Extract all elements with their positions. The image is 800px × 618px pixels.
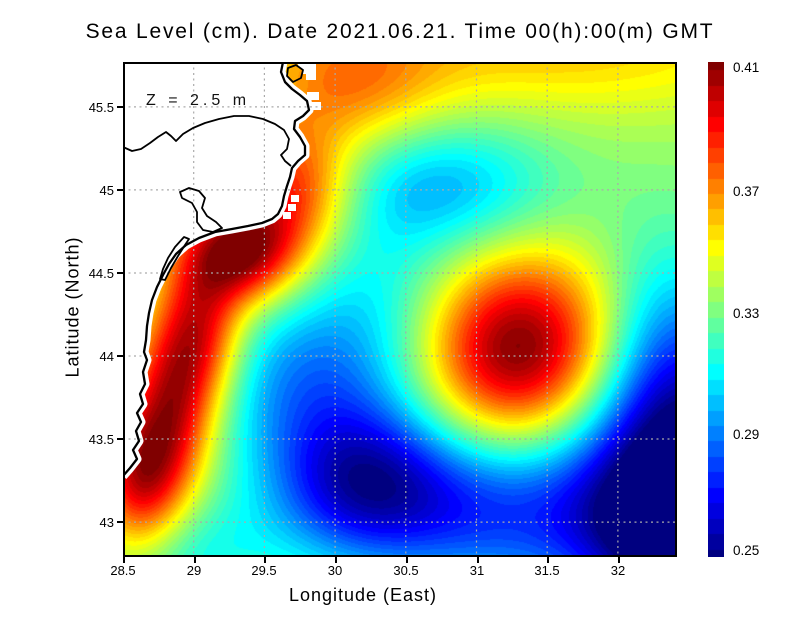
depth-annotation: Z = 2.5 m (146, 92, 251, 109)
plot-area: Z = 2.5 m (123, 62, 677, 557)
masked-cells (283, 62, 321, 219)
x-tickmark (194, 557, 196, 563)
x-tick-29-5: 29.5 (251, 563, 277, 578)
x-tickmark (264, 557, 266, 563)
x-tick-32: 32 (610, 563, 626, 578)
colorbar-tick-0-33: 0.33 (733, 306, 760, 321)
land-mass (123, 62, 309, 476)
x-tick-30-5: 30.5 (393, 563, 419, 578)
y-tick-43: 43 (99, 515, 114, 530)
x-tick-28-5: 28.5 (110, 563, 136, 578)
x-tick-31: 31 (469, 563, 485, 578)
x-tickmark (547, 557, 549, 563)
y-tickmark (117, 438, 123, 440)
y-tickmark (117, 272, 123, 274)
plot-title: Sea Level (cm). Date 2021.06.21. Time 00… (85, 20, 715, 43)
colorbar-tick-0-29: 0.29 (733, 427, 760, 442)
y-tick-45-5: 45.5 (88, 100, 114, 115)
y-tickmark (117, 355, 123, 357)
plot-border (123, 62, 677, 557)
x-tick-31-5: 31.5 (534, 563, 560, 578)
x-tick-29: 29 (186, 563, 202, 578)
x-tickmark (123, 557, 125, 563)
colorbar-tick-0-25: 0.25 (733, 543, 760, 558)
y-tickmark (117, 106, 123, 108)
map-overlay (123, 62, 677, 557)
x-tickmark (477, 557, 479, 563)
x-tickmark (406, 557, 408, 563)
y-tick-45: 45 (99, 183, 114, 198)
x-axis-label: Longitude (East) (288, 585, 438, 605)
colorbar (708, 62, 724, 557)
y-tickmark (117, 521, 123, 523)
lagoon-outlines (123, 64, 304, 281)
gridlines (123, 62, 677, 557)
y-tick-44: 44 (99, 349, 114, 364)
x-tick-30: 30 (327, 563, 343, 578)
x-tickmark (618, 557, 620, 563)
x-tickmark (335, 557, 337, 563)
colorbar-tick-0-41: 0.41 (733, 60, 760, 75)
y-tickmark (117, 189, 123, 191)
coastline (123, 62, 311, 477)
y-tick-44-5: 44.5 (88, 266, 114, 281)
y-tick-43-5: 43.5 (88, 432, 114, 447)
colorbar-tick-0-37: 0.37 (733, 184, 760, 199)
